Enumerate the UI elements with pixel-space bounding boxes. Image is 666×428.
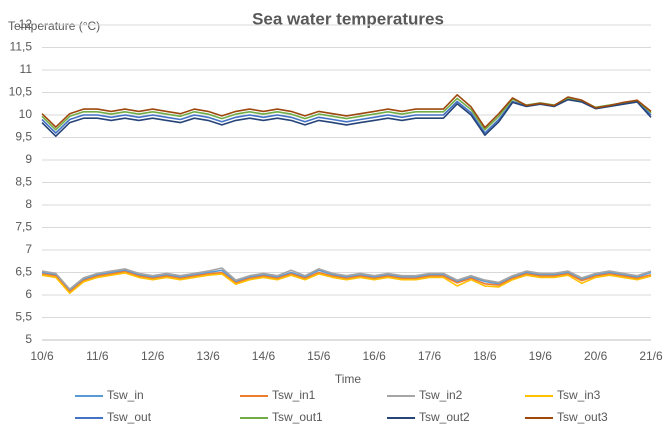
y-tick-label: 12 (19, 17, 33, 31)
x-tick-label: 13/6 (196, 349, 220, 363)
legend-label: Tsw_out1 (272, 410, 323, 424)
y-tick-label: 10,5 (9, 85, 33, 99)
y-axis-label: Temperature (°C) (8, 19, 100, 33)
series-line (41, 267, 652, 290)
y-tick-label: 11,5 (10, 40, 33, 54)
series-line (41, 269, 652, 292)
x-tick-label: 18/6 (473, 349, 497, 363)
x-tick-label: 17/6 (418, 349, 442, 363)
y-tick-label: 7,5 (15, 220, 32, 234)
y-tick-label: 6 (25, 287, 32, 301)
x-axis-label: Time (335, 372, 362, 386)
legend-label: Tsw_out (107, 410, 152, 424)
x-tick-label: 14/6 (252, 349, 276, 363)
x-tick-label: 15/6 (307, 349, 331, 363)
y-tick-label: 6,5 (15, 265, 32, 279)
x-tick-label: 16/6 (363, 349, 387, 363)
x-tick-label: 19/6 (529, 349, 553, 363)
y-tick-label: 5 (25, 332, 32, 346)
y-tick-label: 8 (25, 197, 32, 211)
series-line (41, 270, 652, 293)
x-tick-label: 12/6 (141, 349, 165, 363)
x-tick-label: 21/6 (639, 349, 663, 363)
legend-label: Tsw_in (107, 388, 144, 402)
y-tick-label: 9,5 (15, 130, 32, 144)
legend-label: Tsw_out2 (419, 410, 470, 424)
legend-label: Tsw_in3 (557, 388, 601, 402)
series-line (41, 94, 652, 129)
x-tick-label: 11/6 (86, 349, 109, 363)
y-tick-label: 8,5 (15, 175, 32, 189)
y-tick-label: 5,5 (15, 310, 32, 324)
x-tick-label: 20/6 (584, 349, 608, 363)
y-tick-label: 9 (25, 152, 32, 166)
x-tick-label: 10/6 (30, 349, 54, 363)
series-line (41, 272, 652, 294)
chart-title: Sea water temperatures (252, 9, 444, 28)
legend-label: Tsw_in1 (272, 388, 316, 402)
legend-label: Tsw_in2 (419, 388, 463, 402)
y-tick-label: 7 (25, 242, 32, 256)
y-tick-label: 10 (19, 107, 33, 121)
y-tick-label: 11 (20, 62, 33, 76)
series-line (41, 98, 652, 137)
legend-label: Tsw_out3 (557, 410, 608, 424)
